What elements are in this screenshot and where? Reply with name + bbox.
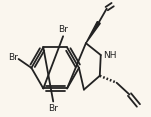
Text: Br: Br xyxy=(58,25,68,34)
Text: NH: NH xyxy=(103,51,116,60)
Text: Br: Br xyxy=(9,53,18,62)
Text: Br: Br xyxy=(48,104,58,113)
Polygon shape xyxy=(86,22,100,43)
